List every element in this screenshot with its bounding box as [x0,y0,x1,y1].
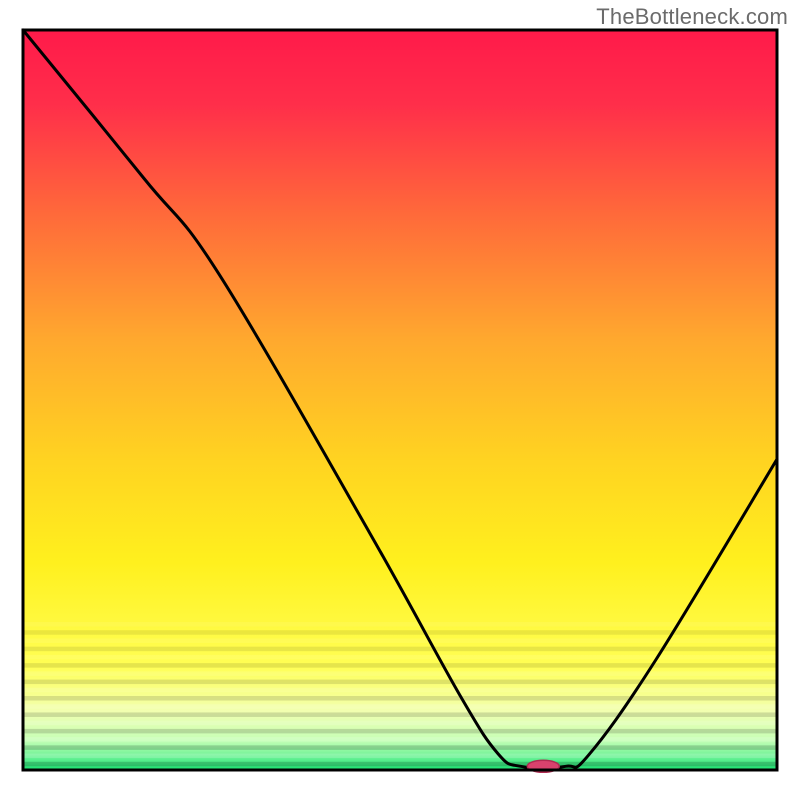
plot-area [23,30,777,772]
watermark-text: TheBottleneck.com [596,4,788,30]
bottleneck-chart [0,0,800,800]
chart-container: TheBottleneck.com [0,0,800,800]
